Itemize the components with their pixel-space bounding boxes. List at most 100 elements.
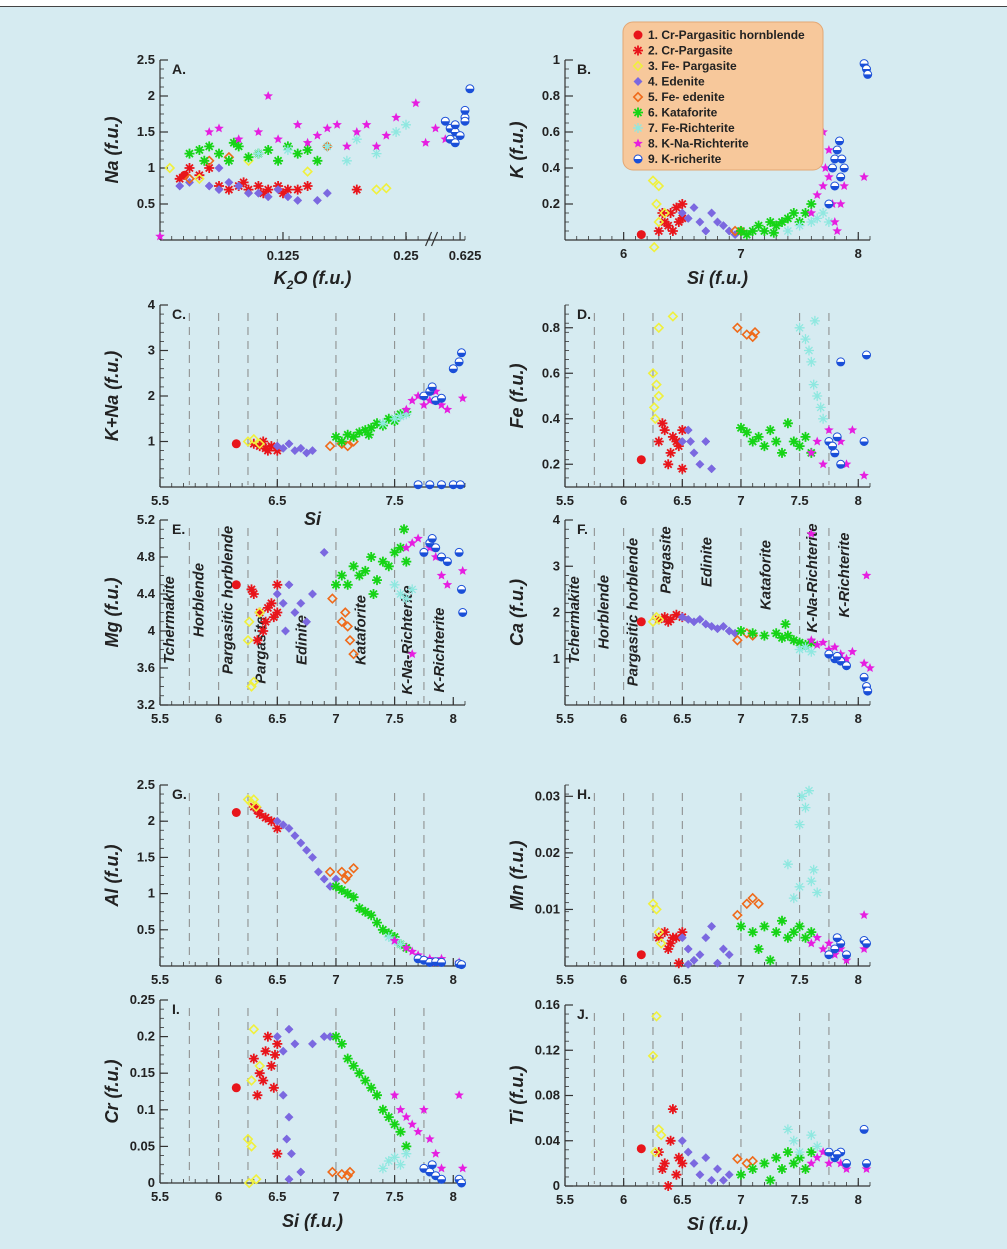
field-label: Tchermakite: [566, 576, 583, 664]
data-point: [832, 1149, 842, 1159]
data-point: [836, 459, 846, 469]
data-point: [863, 69, 873, 79]
data-point: [824, 145, 834, 154]
x-tick-label: 6: [620, 711, 627, 726]
data-point: [759, 226, 770, 236]
data-point: [331, 881, 341, 892]
data-point: [395, 542, 406, 553]
data-point: [824, 1158, 834, 1168]
data-point: [859, 910, 869, 920]
data-point: [465, 84, 475, 94]
data-point: [862, 938, 871, 948]
data-point: [663, 459, 674, 470]
y-tick-label: 0.01: [535, 901, 560, 916]
x-tick-label: 6.5: [673, 493, 691, 508]
data-point: [812, 887, 823, 898]
data-point: [649, 1146, 661, 1158]
data-point: [736, 921, 746, 932]
data-point: [242, 634, 254, 646]
x-tick-label: 6.5: [268, 1189, 286, 1204]
data-point: [231, 439, 241, 449]
data-point: [272, 816, 282, 826]
data-point: [818, 637, 828, 647]
y-tick-label: 0.04: [535, 1133, 561, 1148]
data-point: [377, 1104, 388, 1115]
y-tick-label: 0.4: [542, 160, 561, 175]
data-point: [243, 616, 255, 628]
data-point: [782, 859, 793, 870]
data-point: [401, 404, 412, 414]
data-point: [380, 182, 392, 194]
data-point: [223, 155, 234, 166]
data-point: [371, 141, 382, 151]
data-point: [712, 217, 723, 227]
data-point: [324, 866, 336, 878]
data-point: [246, 584, 257, 595]
y-tick-label: 1.5: [137, 124, 155, 139]
data-point: [847, 646, 858, 656]
legend-marker: [632, 91, 644, 103]
data-point: [806, 217, 817, 227]
y-axis-label: Na (f.u.): [102, 117, 122, 184]
x-axis-label: Si (f.u.): [687, 268, 748, 288]
data-point: [322, 188, 332, 198]
data-point: [457, 1178, 466, 1188]
data-point: [419, 391, 429, 401]
x-tick-label: 7.5: [791, 711, 809, 726]
data-point: [389, 547, 400, 558]
data-point: [788, 436, 799, 447]
data-point: [806, 1147, 817, 1158]
data-point: [336, 1038, 347, 1049]
x-tick-label: 6: [620, 246, 627, 261]
y-tick-label: 0.2: [137, 1029, 155, 1044]
data-point: [442, 557, 452, 567]
data-point: [648, 241, 660, 253]
panel-label: I.: [172, 1001, 180, 1017]
data-point: [420, 137, 431, 147]
data-point: [342, 870, 354, 881]
data-point: [653, 322, 665, 334]
data-point: [325, 1032, 335, 1042]
data-point: [351, 184, 362, 195]
data-point: [806, 876, 817, 887]
y-tick-label: 3: [148, 343, 155, 358]
data-point: [707, 208, 717, 218]
data-point: [401, 942, 412, 952]
data-point: [411, 98, 421, 108]
data-point: [712, 958, 723, 968]
data-point: [824, 199, 834, 209]
data-point: [701, 436, 711, 447]
data-point: [307, 589, 318, 599]
data-point: [794, 881, 805, 892]
data-point: [812, 1152, 822, 1162]
data-point: [339, 873, 351, 885]
panel-label: A.: [172, 61, 186, 77]
data-point: [273, 155, 284, 166]
data-point: [254, 1068, 265, 1079]
data-point: [175, 181, 185, 191]
x-tick-label: 7: [737, 1192, 744, 1207]
x-tick-label: 5.5: [556, 711, 574, 726]
data-point: [354, 570, 365, 581]
data-point: [806, 208, 817, 217]
data-point: [759, 921, 770, 932]
data-point: [741, 427, 752, 438]
data-point: [282, 145, 293, 155]
data-point: [401, 593, 412, 604]
data-point: [263, 192, 273, 202]
data-point: [788, 927, 799, 938]
data-point: [272, 1148, 283, 1159]
data-point: [354, 903, 365, 914]
data-point: [214, 148, 224, 159]
data-point: [800, 431, 811, 442]
x-tick-label: 0.125: [267, 248, 300, 263]
data-point: [342, 579, 353, 590]
x-axis-label: K2O (f.u.): [274, 268, 352, 292]
data-point: [243, 188, 254, 198]
data-point: [804, 785, 814, 796]
data-point: [332, 119, 342, 129]
field-label: Pargasite: [253, 616, 270, 684]
data-point: [284, 1024, 294, 1034]
data-point: [818, 181, 828, 190]
data-point: [824, 425, 834, 435]
